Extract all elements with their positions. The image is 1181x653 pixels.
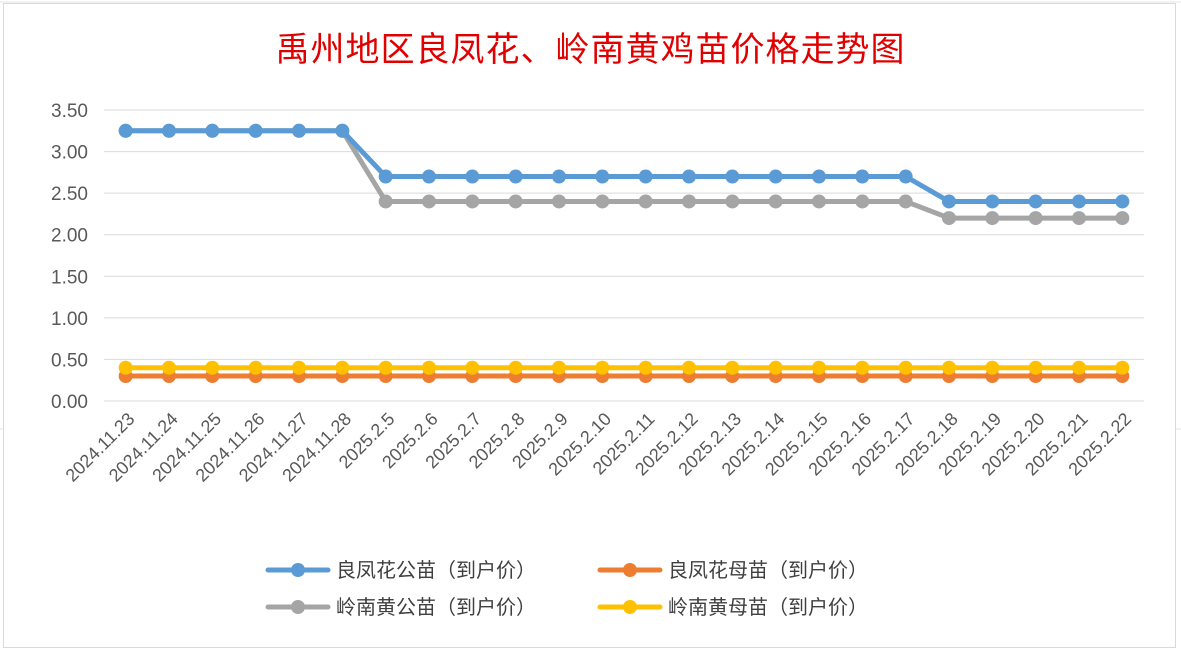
- data-point: [638, 360, 653, 375]
- data-point: [942, 211, 956, 226]
- data-point: [508, 169, 523, 184]
- data-point: [508, 360, 523, 375]
- series-3: [118, 360, 1130, 375]
- legend-label: 良凤花母苗（到户价）: [668, 559, 868, 582]
- data-point: [1028, 360, 1043, 375]
- data-point: [162, 123, 176, 138]
- data-point: [1072, 360, 1086, 375]
- legend-item[interactable]: 岭南黄母苗（到户价）: [597, 596, 868, 619]
- data-point: [508, 194, 523, 209]
- series-0: [118, 123, 1130, 209]
- legend-item[interactable]: 岭南黄公苗（到户价）: [265, 596, 536, 619]
- data-point: [855, 194, 870, 209]
- x-axis-ticks: 2024.11.232024.11.242024.11.252024.11.26…: [62, 409, 1136, 486]
- data-point: [942, 194, 956, 209]
- data-point: [422, 360, 436, 375]
- data-point: [682, 194, 696, 209]
- data-point: [682, 169, 696, 184]
- chart-title: 禹州地区良凤花、岭南黄鸡苗价格走势图: [275, 30, 906, 70]
- data-point: [985, 194, 1000, 209]
- data-point: [1115, 211, 1130, 226]
- data-point: [465, 360, 480, 375]
- y-tick-label: 3.50: [51, 101, 88, 122]
- series-layer: [118, 123, 1130, 384]
- data-point: [1115, 194, 1130, 209]
- legend-label: 岭南黄公苗（到户价）: [336, 596, 536, 619]
- series-line: [123, 128, 1125, 204]
- legend-swatch-marker: [291, 563, 305, 577]
- data-point: [378, 169, 393, 184]
- legend-swatch-marker: [623, 563, 637, 577]
- data-point: [292, 123, 306, 138]
- data-point: [335, 123, 350, 138]
- data-point: [812, 360, 826, 375]
- y-tick-label: 2.50: [51, 184, 88, 205]
- data-point: [985, 360, 1000, 375]
- data-point: [205, 123, 220, 138]
- legend-label: 岭南黄母苗（到户价）: [668, 596, 868, 619]
- data-point: [1072, 211, 1086, 226]
- legend: 良凤花公苗（到户价） 良凤花母苗（到户价） 岭南黄公苗（到户价） 岭南黄母苗（到户价）: [265, 559, 868, 619]
- data-point: [595, 194, 610, 209]
- data-point: [638, 194, 653, 209]
- data-point: [1028, 211, 1043, 226]
- data-point: [595, 360, 610, 375]
- data-point: [422, 169, 436, 184]
- data-point: [725, 169, 740, 184]
- data-point: [768, 169, 783, 184]
- data-point: [682, 360, 696, 375]
- data-point: [898, 194, 913, 209]
- data-point: [118, 123, 133, 138]
- data-point: [768, 360, 783, 375]
- legend-swatch-marker: [623, 600, 637, 614]
- data-point: [422, 194, 436, 209]
- data-point: [595, 169, 610, 184]
- legend-item[interactable]: 良凤花公苗（到户价）: [265, 559, 536, 582]
- data-point: [465, 169, 480, 184]
- data-point: [725, 194, 740, 209]
- data-point: [985, 211, 1000, 226]
- data-point: [248, 360, 263, 375]
- data-point: [335, 360, 350, 375]
- data-point: [552, 194, 566, 209]
- data-point: [1028, 194, 1043, 209]
- gridlines: [104, 109, 1144, 402]
- data-point: [118, 360, 133, 375]
- data-point: [162, 360, 176, 375]
- data-point: [855, 360, 870, 375]
- y-tick-label: 0.00: [51, 392, 88, 413]
- data-point: [898, 169, 913, 184]
- y-tick-label: 3.00: [51, 143, 88, 164]
- y-tick-label: 1.00: [51, 309, 88, 330]
- legend-swatch-marker: [291, 600, 305, 614]
- data-point: [292, 360, 306, 375]
- data-point: [638, 169, 653, 184]
- data-point: [812, 194, 826, 209]
- data-point: [725, 360, 740, 375]
- data-point: [942, 360, 956, 375]
- y-axis-ticks: 0.00 0.50 1.00 1.50 2.00 2.50 3.00 3.50: [51, 101, 88, 413]
- data-point: [378, 194, 393, 209]
- data-point: [898, 360, 913, 375]
- data-point: [205, 360, 220, 375]
- legend-item[interactable]: 良凤花母苗（到户价）: [597, 559, 868, 582]
- data-point: [812, 169, 826, 184]
- data-point: [855, 169, 870, 184]
- legend-label: 良凤花公苗（到户价）: [336, 559, 536, 582]
- series-1: [118, 369, 1130, 384]
- data-point: [552, 360, 566, 375]
- data-point: [465, 194, 480, 209]
- data-point: [378, 360, 393, 375]
- data-point: [1072, 194, 1086, 209]
- y-tick-label: 2.00: [51, 226, 88, 247]
- data-point: [768, 194, 783, 209]
- y-tick-label: 0.50: [51, 350, 88, 371]
- data-point: [1115, 360, 1130, 375]
- data-point: [552, 169, 566, 184]
- y-tick-label: 1.50: [51, 267, 88, 288]
- data-point: [248, 123, 263, 138]
